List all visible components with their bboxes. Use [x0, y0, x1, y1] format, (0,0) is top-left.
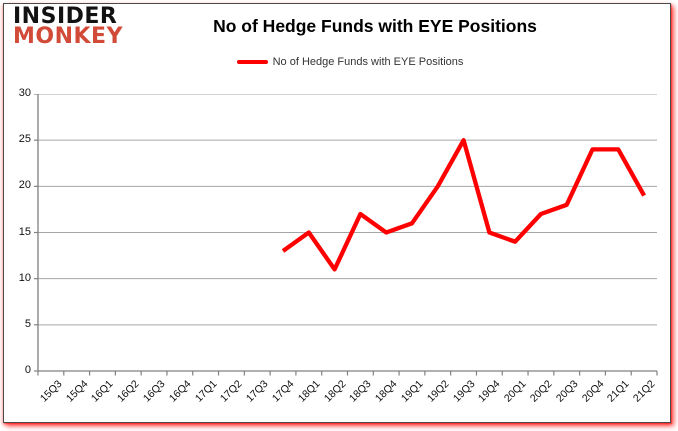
chart-title: No of Hedge Funds with EYE Positions	[213, 16, 537, 36]
insider-monkey-logo: INSIDER MONKEY	[13, 4, 124, 50]
y-tick-label: 10	[18, 271, 31, 284]
y-tick-label: 25	[18, 133, 31, 146]
y-tick-label: 5	[24, 317, 31, 330]
legend-line-swatch-icon	[236, 60, 268, 64]
chart-frame	[3, 3, 671, 423]
y-tick-label: 15	[18, 225, 31, 238]
legend-label: No of Hedge Funds with EYE Positions	[272, 56, 464, 68]
chart-legend: No of Hedge Funds with EYE Positions	[150, 56, 550, 68]
logo-line-insider: INSIDER	[13, 4, 118, 29]
logo-line-monkey: MONKEY	[13, 24, 124, 50]
plot-area	[34, 94, 658, 376]
y-tick-label: 30	[18, 87, 31, 99]
y-tick-label: 0	[24, 364, 31, 376]
y-tick-label: 20	[18, 179, 31, 192]
series-line	[281, 138, 646, 272]
x-axis-labels: 15Q3 15Q4 16Q1 16Q2 16Q3 16Q4 17Q1 17Q2 17Q3 17Q4…	[38, 374, 663, 414]
y-axis-labels: 0 5 10 15 20 25 30	[6, 87, 31, 376]
